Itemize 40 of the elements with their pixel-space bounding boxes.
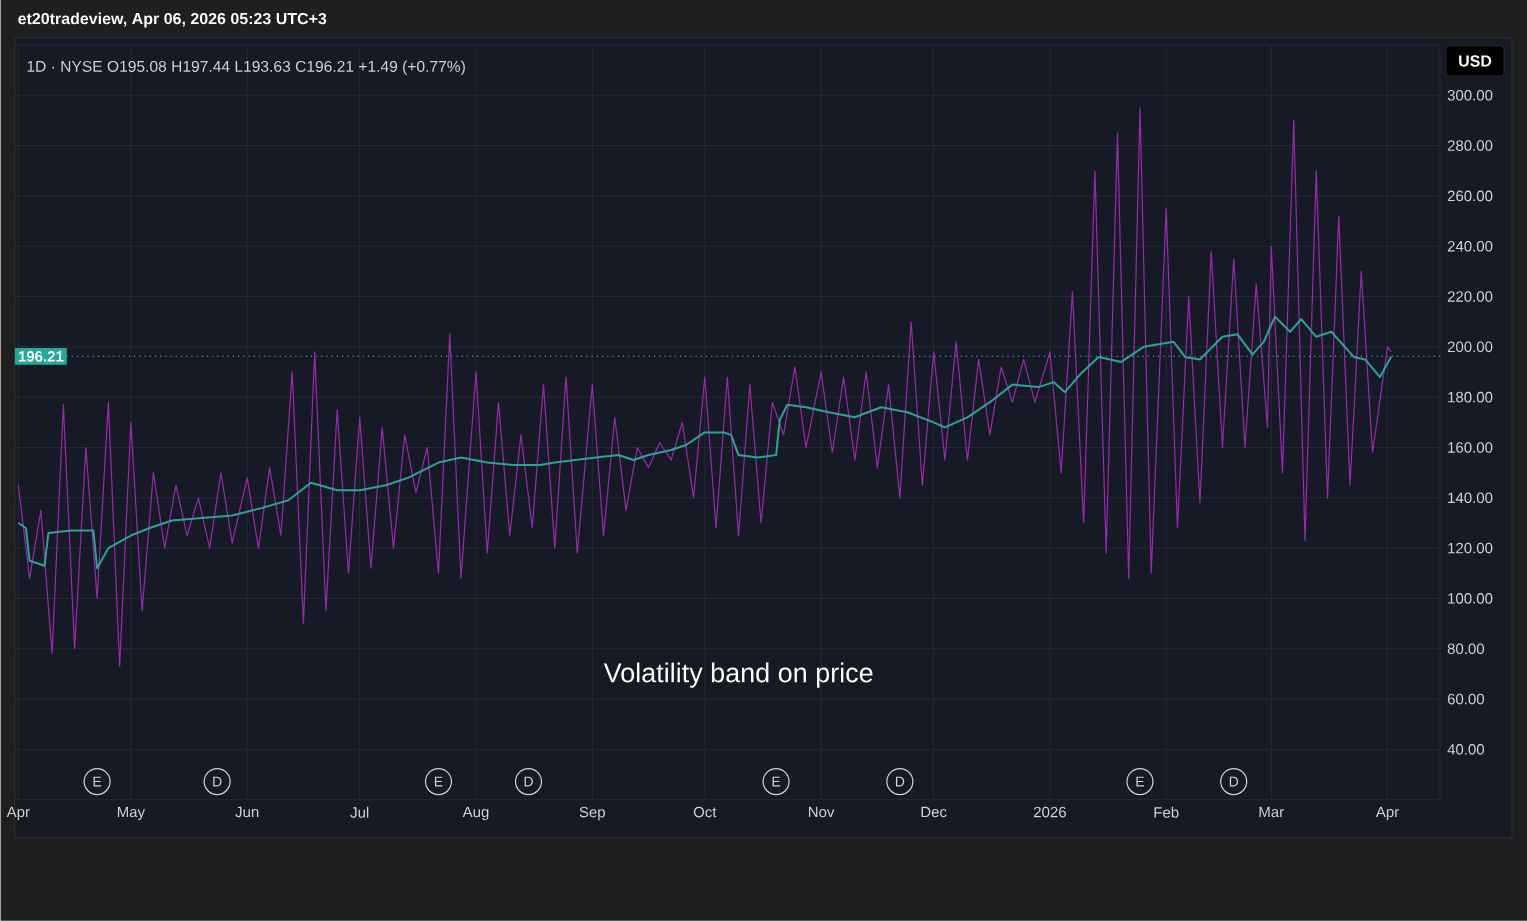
y-tick-label: 240.00	[1447, 241, 1493, 252]
y-tick-label: 280.00	[1447, 140, 1493, 152]
y-tick-label: 80.00	[1447, 643, 1485, 655]
y-tick-label: 300.00	[1447, 90, 1493, 101]
x-tick-label: Jul	[350, 806, 369, 818]
annotation: D	[1229, 776, 1239, 787]
annotation: D	[213, 776, 222, 787]
y-tick-label: 100.00	[1448, 593, 1493, 604]
annotation: D	[524, 776, 533, 787]
x-tick-label: Oct	[693, 806, 717, 818]
annotation: E	[772, 776, 781, 787]
x-tick-label: 2026	[1033, 806, 1066, 818]
x-tick-label: Nov	[808, 806, 835, 818]
x-tick-label: Jun	[235, 806, 259, 818]
x-tick-label: Feb	[1154, 806, 1179, 818]
y-tick-label: 220.00	[1447, 291, 1493, 303]
ref-line-label: 196.21	[18, 351, 64, 362]
x-tick-label: Apr	[1375, 806, 1399, 821]
y-tick-label: 180.00	[1448, 392, 1493, 403]
y-tick-label: 140.00	[1448, 492, 1493, 504]
annotation: E	[93, 776, 102, 787]
x-tick-label: Sep	[579, 806, 605, 821]
x-tick-label: May	[117, 806, 145, 821]
annotation: E	[434, 776, 443, 787]
y-tick-label: 60.00	[1447, 693, 1485, 705]
x-tick-label: Aug	[462, 806, 489, 821]
y-tick-label: 200.00	[1447, 341, 1493, 353]
text: 1D · NYSE O195.08 H197.44 L193.63 C196.21 +1.49 (+0.77%)	[27, 60, 465, 76]
annotation: D	[895, 776, 905, 787]
x-tick-label: Mar	[1259, 806, 1284, 818]
annotation: Volatility band on price	[603, 662, 873, 688]
x-tick-label: Apr	[6, 806, 30, 821]
y-tick-label: 160.00	[1448, 442, 1493, 453]
y-tick-label: 260.00	[1447, 190, 1493, 202]
chart-title: et20tradeview, Apr 06, 2026 05:23 UTC+3	[18, 12, 327, 28]
y-tick-label: 40.00	[1447, 744, 1485, 755]
x-tick-label: Dec	[921, 806, 947, 818]
annotation: E	[1136, 776, 1144, 787]
y-tick-label: 120.00	[1448, 542, 1493, 554]
text: USD	[1459, 55, 1492, 67]
